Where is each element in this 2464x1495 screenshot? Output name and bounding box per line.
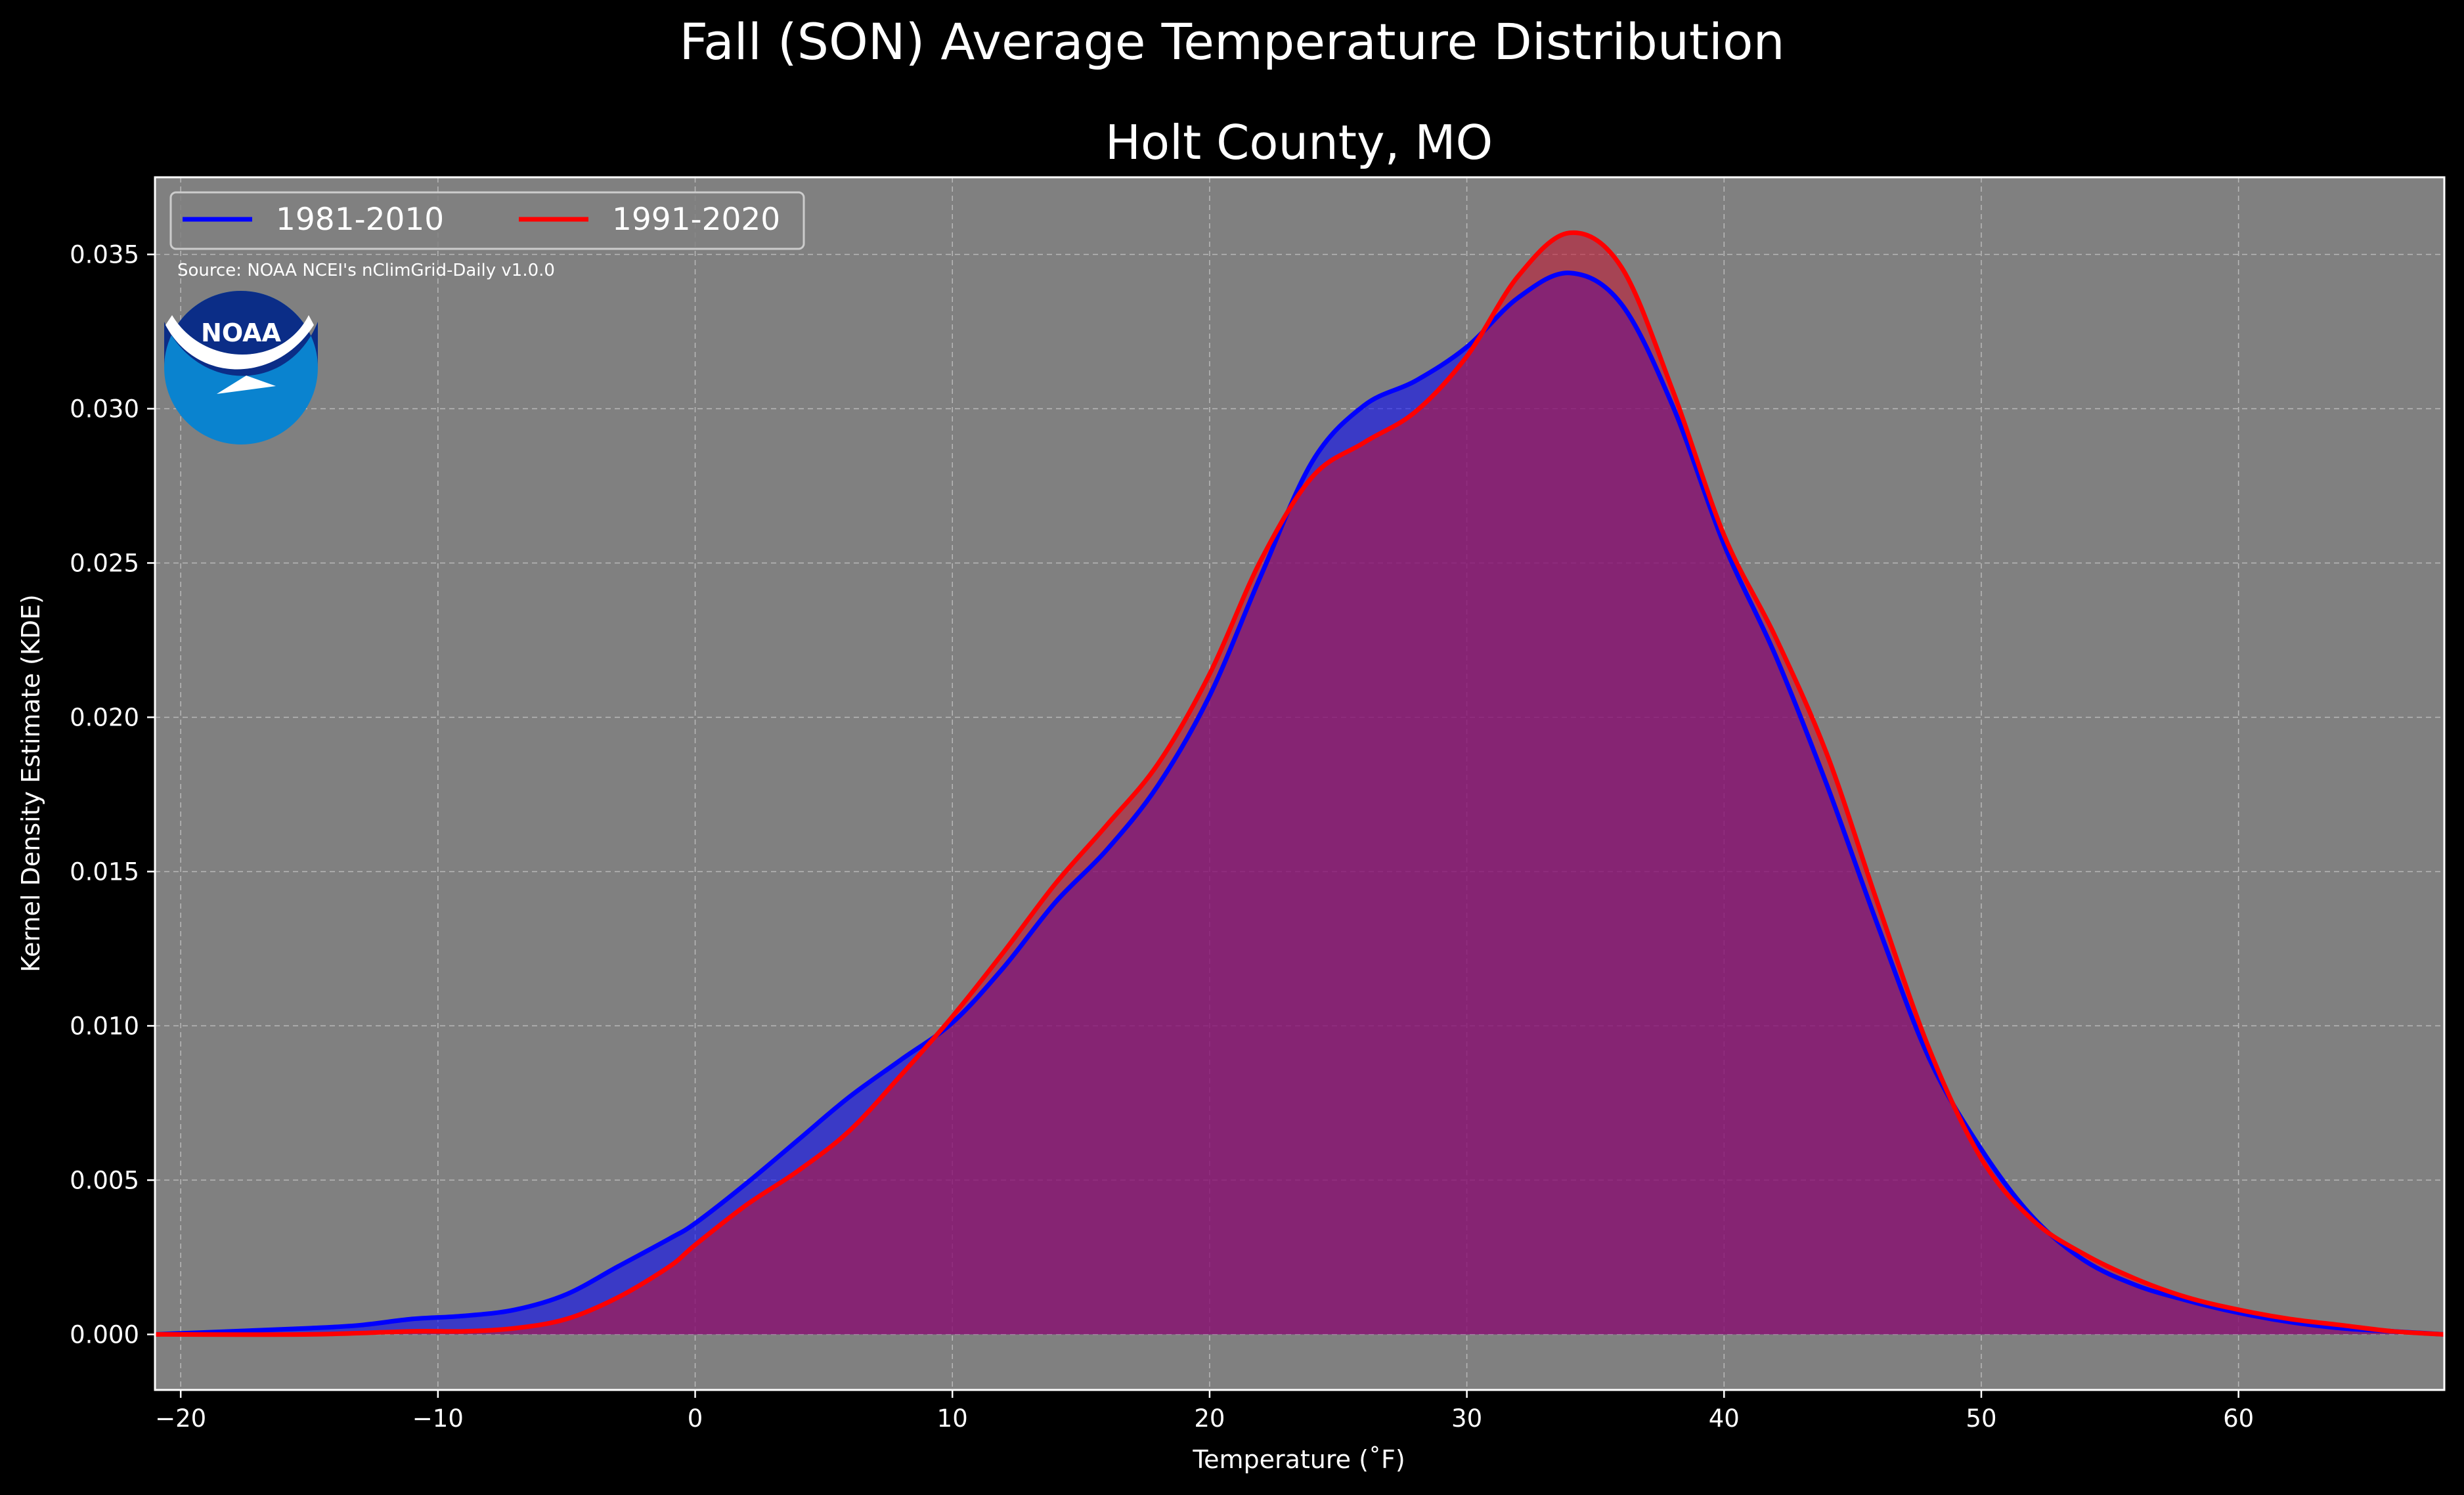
chart-suptitle: Fall (SON) Average Temperature Distribut… (679, 12, 1784, 71)
legend: 1981-2010 1991-2020 (169, 191, 805, 250)
y-tick-label-6: 0.030 (70, 395, 139, 423)
series-fill-1991-2020 (155, 232, 2444, 1335)
x-tick-label-4: 20 (1194, 1404, 1225, 1433)
series-line-1981-2010 (155, 271, 2444, 1337)
series-line-1991-2020 (155, 230, 2444, 1337)
legend-label-1991-2020: 1991-2020 (612, 202, 780, 238)
source-note: Source: NOAA NCEI's nClimGrid-Daily v1.0… (177, 261, 555, 280)
chart-title: Holt County, MO (1105, 115, 1493, 170)
x-tick-label-2: 0 (688, 1404, 703, 1433)
x-axis-label: Temperature (˚F) (1192, 1445, 1405, 1474)
legend-box (169, 191, 805, 250)
x-tick-label-5: 30 (1451, 1404, 1482, 1433)
y-tick-label-5: 0.025 (70, 549, 139, 577)
plot-frame (154, 176, 2446, 1391)
y-tick-label-1: 0.005 (70, 1166, 139, 1194)
y-axis-label: Kernel Density Estimate (KDE) (16, 594, 45, 972)
x-tick-label-8: 60 (2223, 1404, 2254, 1433)
x-tick-label-1: −10 (412, 1404, 464, 1433)
y-tick-label-2: 0.010 (70, 1012, 139, 1040)
x-tick-label-7: 50 (1966, 1404, 1996, 1433)
x-tick-label-3: 10 (937, 1404, 968, 1433)
y-tick-label-3: 0.015 (70, 857, 139, 886)
legend-label-1981-2010: 1981-2010 (276, 202, 444, 238)
noaa-logo-text: NOAA (201, 318, 281, 347)
x-tick-label-0: −20 (155, 1404, 206, 1433)
noaa-logo: NOAA (164, 291, 318, 444)
x-tick-label-6: 40 (1709, 1404, 1740, 1433)
y-tick-label-0: 0.000 (70, 1320, 139, 1349)
y-tick-label-7: 0.035 (70, 240, 139, 269)
y-tick-label-4: 0.020 (70, 703, 139, 731)
